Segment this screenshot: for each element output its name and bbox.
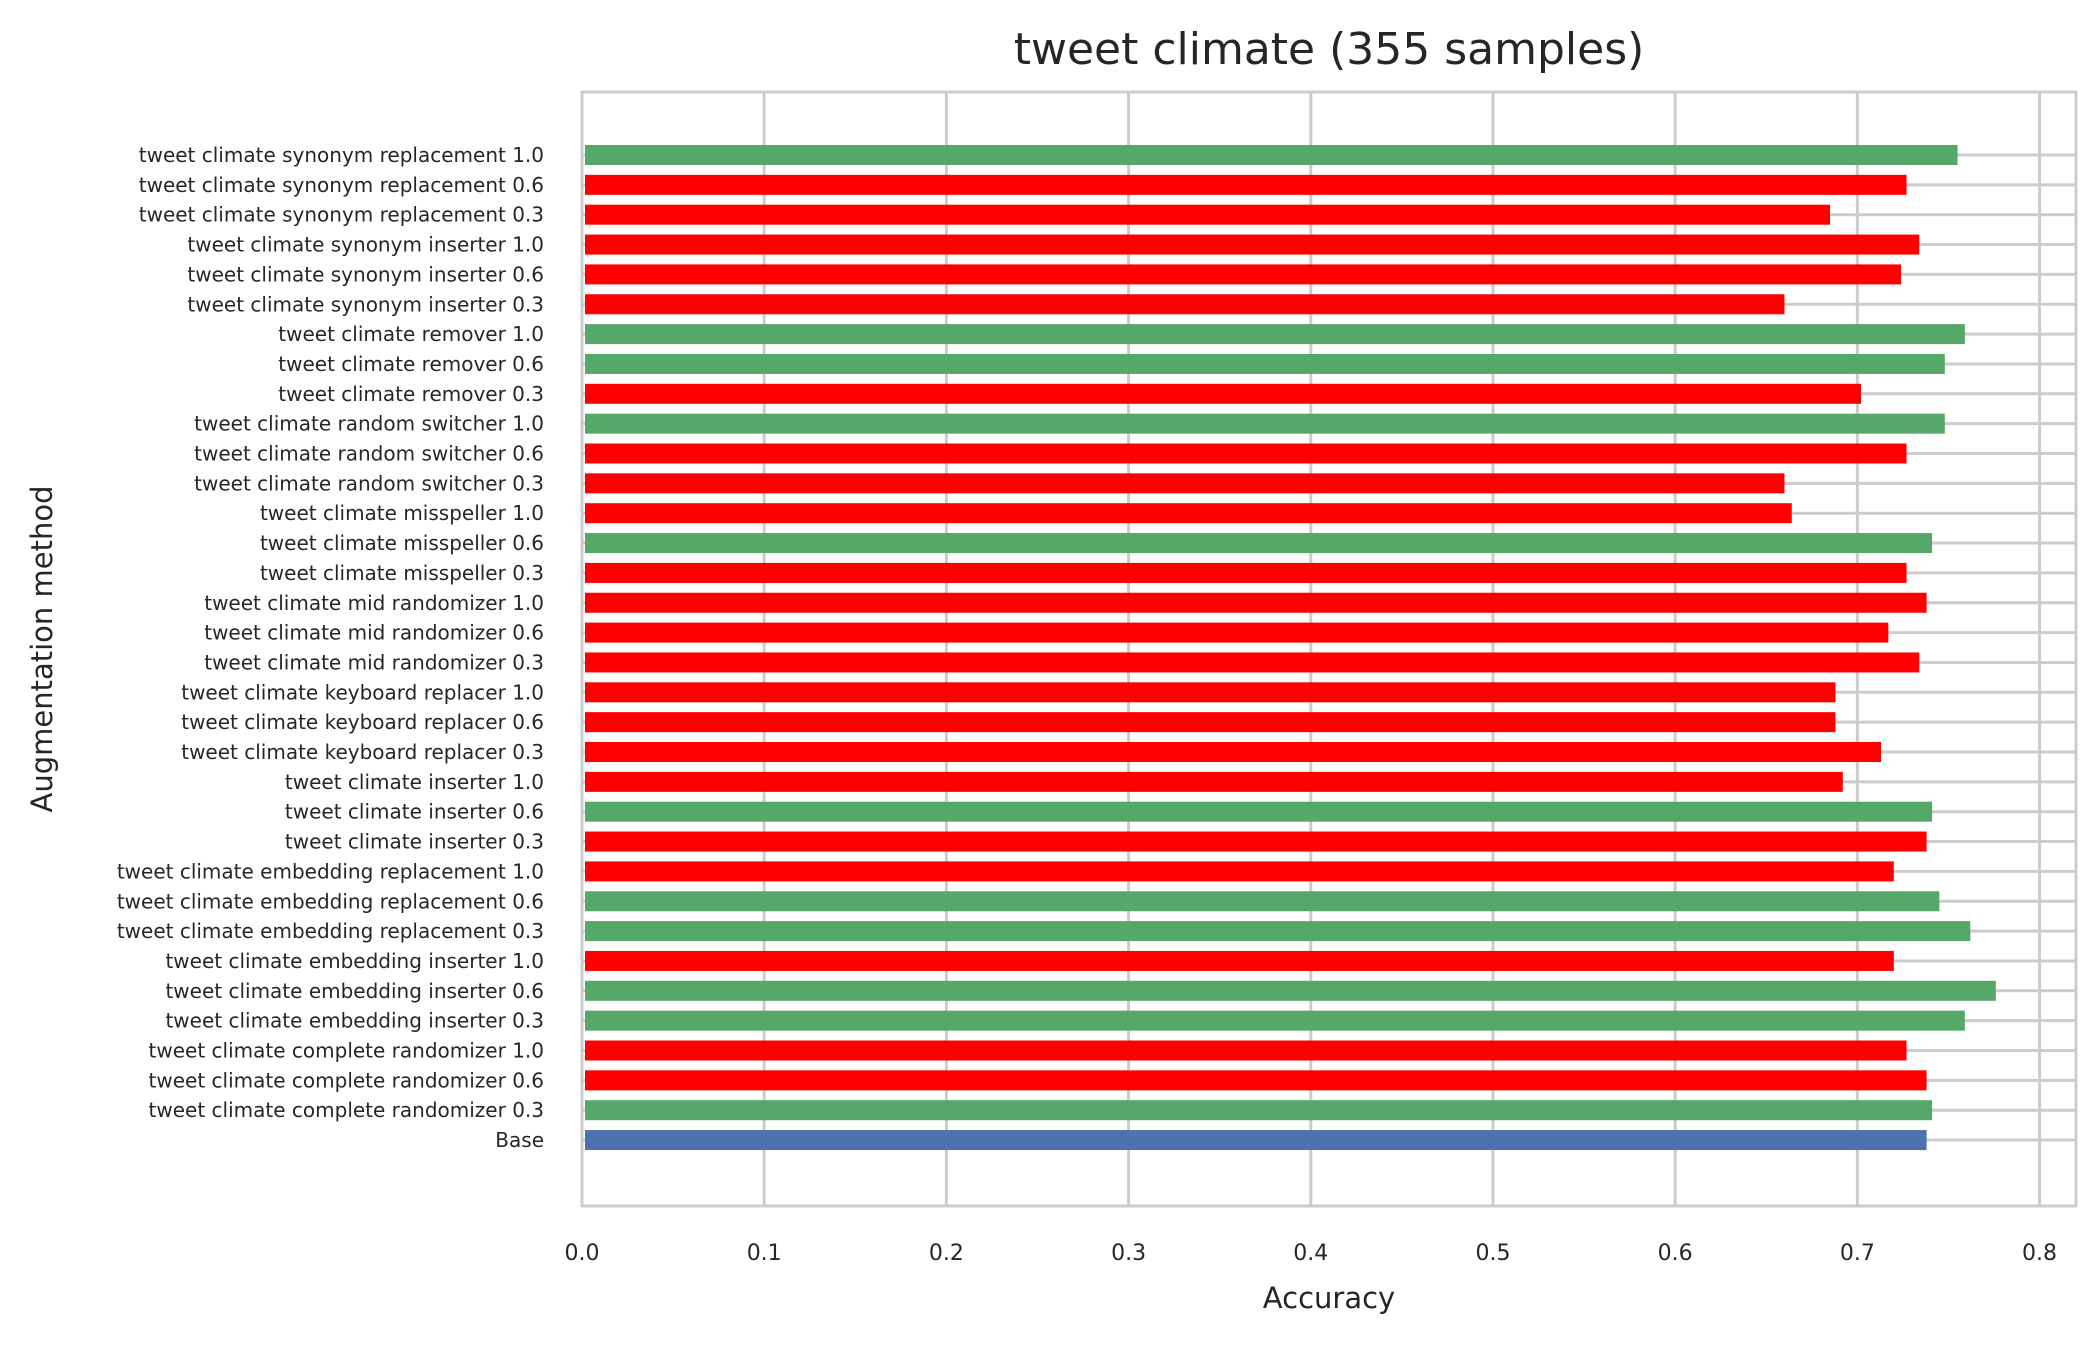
y-tick-label: tweet climate synonym replacement 0.3 bbox=[139, 203, 544, 227]
bar bbox=[585, 861, 1894, 882]
x-tick-label: 0.8 bbox=[2022, 1241, 2057, 1266]
y-tick-labels: tweet climate synonym replacement 1.0 twe… bbox=[117, 143, 544, 1152]
y-tick-label: tweet climate complete randomizer 1.0 bbox=[149, 1039, 544, 1063]
bar bbox=[585, 652, 1920, 673]
bar bbox=[585, 712, 1836, 733]
bar bbox=[585, 413, 1945, 434]
y-tick-label: tweet climate synonym replacement 0.6 bbox=[139, 173, 544, 197]
y-tick-label: tweet climate synonym inserter 0.3 bbox=[187, 292, 544, 316]
y-tick-label: tweet climate misspeller 1.0 bbox=[260, 501, 544, 525]
x-tick-label: 0.1 bbox=[747, 1241, 782, 1266]
x-axis-label: Accuracy bbox=[1263, 1281, 1395, 1315]
bar bbox=[585, 831, 1927, 852]
bars-layer bbox=[585, 145, 1996, 1151]
y-tick-label: tweet climate inserter 1.0 bbox=[285, 770, 544, 794]
y-tick-label: tweet climate keyboard replacer 1.0 bbox=[181, 680, 544, 704]
bar bbox=[585, 622, 1889, 643]
x-tick-label: 0.3 bbox=[1111, 1241, 1146, 1266]
y-tick-label: tweet climate remover 1.0 bbox=[278, 322, 544, 346]
x-tick-label: 0.6 bbox=[1658, 1241, 1693, 1266]
bar bbox=[585, 204, 1831, 225]
x-tick-label: 0.5 bbox=[1475, 1241, 1510, 1266]
bar bbox=[585, 980, 1996, 1001]
bar bbox=[585, 443, 1907, 464]
y-tick-label: tweet climate embedding inserter 0.6 bbox=[165, 979, 544, 1003]
bar bbox=[585, 950, 1894, 971]
bar bbox=[585, 353, 1945, 374]
bar bbox=[585, 891, 1940, 912]
y-tick-label: tweet climate random switcher 0.6 bbox=[194, 442, 544, 466]
bar bbox=[585, 921, 1971, 942]
y-tick-label: tweet climate inserter 0.3 bbox=[285, 830, 544, 854]
y-tick-label: tweet climate embedding replacement 0.3 bbox=[117, 919, 544, 943]
x-tick-label: 0.7 bbox=[1840, 1241, 1875, 1266]
y-tick-label: tweet climate embedding inserter 1.0 bbox=[165, 949, 544, 973]
bar bbox=[585, 562, 1907, 583]
x-tick-label: 0.0 bbox=[565, 1241, 600, 1266]
y-tick-label: tweet climate keyboard replacer 0.3 bbox=[181, 740, 544, 764]
axes-frame bbox=[580, 90, 2078, 1208]
bar bbox=[585, 234, 1920, 255]
y-tick-label: tweet climate embedding replacement 0.6 bbox=[117, 889, 544, 913]
x-tick-label: 0.2 bbox=[929, 1241, 964, 1266]
bar bbox=[585, 1130, 1927, 1151]
y-tick-label: tweet climate complete randomizer 0.6 bbox=[149, 1068, 544, 1092]
y-tick-label: tweet climate misspeller 0.6 bbox=[260, 531, 544, 555]
y-tick-label: tweet climate mid randomizer 1.0 bbox=[204, 591, 544, 615]
bar bbox=[585, 801, 1933, 822]
y-axis-label: Augmentation method bbox=[25, 485, 59, 812]
y-tick-label: tweet climate remover 0.6 bbox=[278, 352, 544, 376]
y-tick-label: tweet climate synonym inserter 0.6 bbox=[187, 262, 544, 286]
x-tick-label: 0.4 bbox=[1293, 1241, 1328, 1266]
grid-layer bbox=[580, 92, 2076, 1206]
bar bbox=[585, 473, 1785, 494]
y-tick-label: tweet climate mid randomizer 0.3 bbox=[204, 650, 544, 674]
bar bbox=[585, 294, 1785, 315]
y-tick-label: Base bbox=[495, 1128, 544, 1152]
y-tick-label: tweet climate random switcher 1.0 bbox=[194, 412, 544, 436]
y-tick-label: tweet climate keyboard replacer 0.6 bbox=[181, 710, 544, 734]
y-tick-label: tweet climate embedding inserter 0.3 bbox=[165, 1009, 544, 1033]
y-tick-label: tweet climate misspeller 0.3 bbox=[260, 561, 544, 585]
y-tick-label: tweet climate synonym inserter 1.0 bbox=[187, 233, 544, 257]
y-tick-label: tweet climate remover 0.3 bbox=[278, 382, 544, 406]
bar bbox=[585, 1040, 1907, 1061]
bar bbox=[585, 324, 1965, 345]
y-tick-label: tweet climate embedding replacement 1.0 bbox=[117, 859, 544, 883]
bar bbox=[585, 145, 1958, 165]
bar bbox=[585, 771, 1843, 792]
bar bbox=[585, 1070, 1927, 1091]
y-tick-label: tweet climate complete randomizer 0.3 bbox=[149, 1098, 544, 1122]
bar bbox=[585, 383, 1862, 404]
bar bbox=[585, 592, 1927, 613]
y-tick-label: tweet climate synonym replacement 1.0 bbox=[139, 143, 544, 167]
chart-title: tweet climate (355 samples) bbox=[1014, 24, 1645, 75]
y-tick-label: tweet climate random switcher 0.3 bbox=[194, 471, 544, 495]
bar bbox=[585, 682, 1836, 703]
x-tick-labels: 0.0 0.1 0.2 0.3 0.4 0.5 0.6 0.7 0.8 bbox=[565, 1241, 2058, 1266]
bar bbox=[585, 503, 1792, 524]
bar bbox=[585, 1100, 1933, 1121]
y-tick-label: tweet climate mid randomizer 0.6 bbox=[204, 621, 544, 645]
y-tick-label: tweet climate inserter 0.6 bbox=[285, 800, 544, 824]
bar bbox=[585, 533, 1933, 554]
bar bbox=[585, 264, 1902, 285]
bar bbox=[585, 174, 1907, 195]
bar bbox=[585, 1010, 1965, 1031]
bar bbox=[585, 742, 1882, 762]
